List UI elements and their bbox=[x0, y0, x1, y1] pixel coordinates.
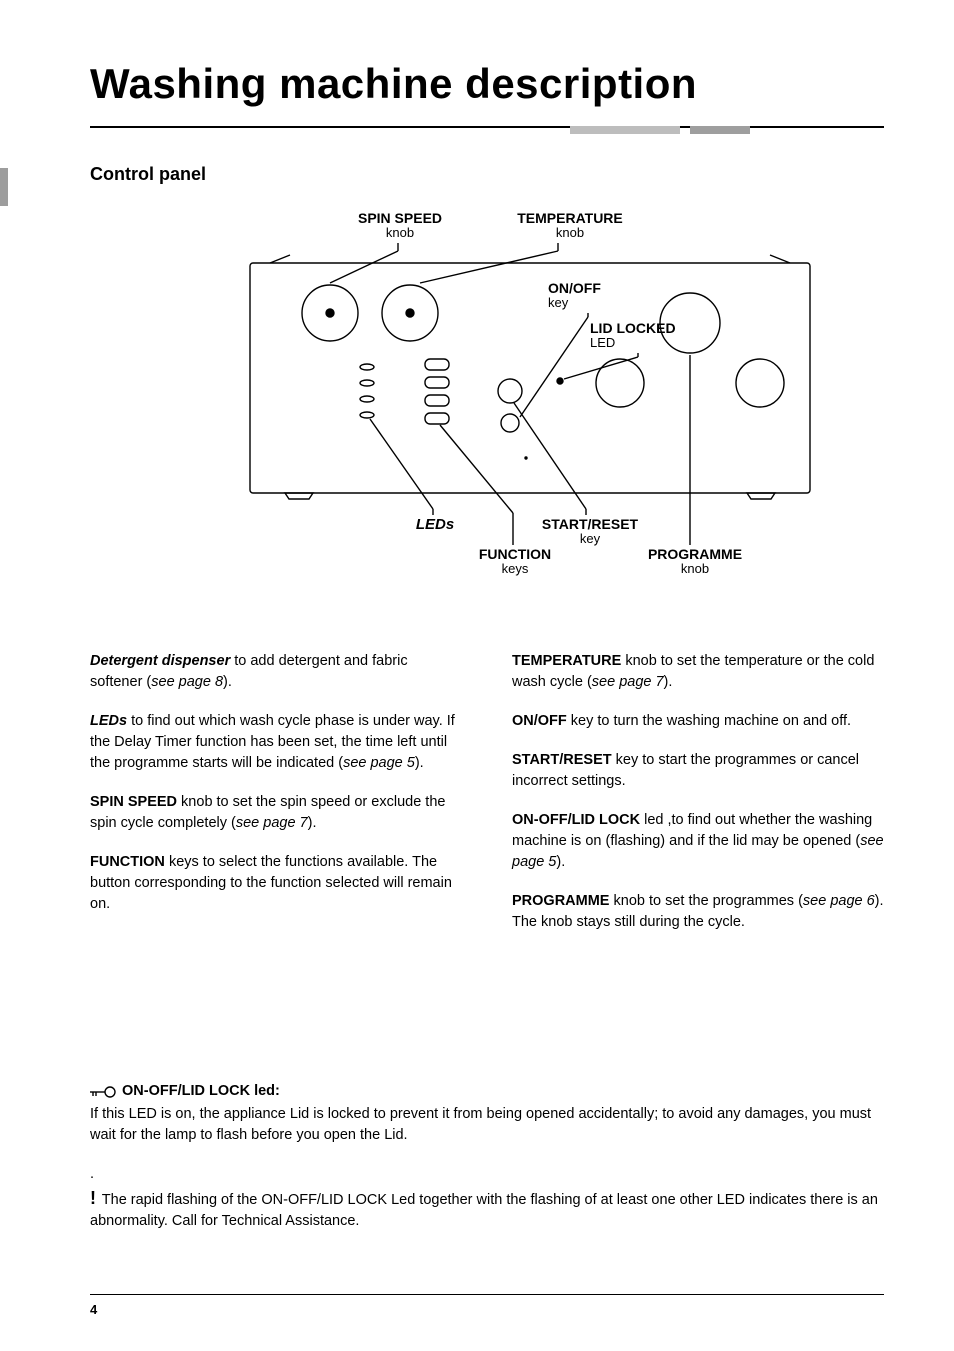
paragraph: ON-OFF/LID LOCK led ,to find out whether… bbox=[512, 810, 884, 873]
paragraph-ref: see page 5 bbox=[343, 755, 415, 771]
paragraph-ref: see page 8 bbox=[151, 674, 223, 690]
label-function: FUNCTION keys bbox=[460, 547, 570, 577]
paragraph: TEMPERATURE knob to set the temperature … bbox=[512, 651, 884, 693]
paragraph-lead: PROGRAMME bbox=[512, 893, 609, 909]
warning-icon: ! bbox=[90, 1188, 96, 1208]
paragraph-lead: LEDs bbox=[90, 713, 127, 729]
footer-dot: . bbox=[90, 1164, 884, 1185]
paragraph-close: ). bbox=[556, 854, 565, 870]
page-root: Washing machine description GB Control p… bbox=[0, 0, 954, 1351]
title-rule-seg-mid bbox=[690, 126, 750, 134]
paragraph: ON/OFF key to turn the washing machine o… bbox=[512, 711, 884, 732]
section-heading: Control panel bbox=[90, 164, 884, 185]
paragraph: SPIN SPEED knob to set the spin speed or… bbox=[90, 792, 462, 834]
paragraph-ref: see page 6 bbox=[803, 893, 875, 909]
paragraph: START/RESET key to start the programmes … bbox=[512, 750, 884, 792]
footer-heading: ON-OFF/LID LOCK led: bbox=[122, 1081, 280, 1102]
label-start-reset: START/RESET key bbox=[520, 517, 660, 547]
footer-warning-text: The rapid flashing of the ON-OFF/LID LOC… bbox=[90, 1192, 878, 1229]
title-rule bbox=[90, 126, 884, 134]
footer-block: ON-OFF/LID LOCK led: If this LED is on, … bbox=[90, 1081, 884, 1232]
paragraph-lead: SPIN SPEED bbox=[90, 794, 177, 810]
paragraph-close: ). bbox=[308, 815, 317, 831]
paragraph-ref: see page 7 bbox=[592, 674, 664, 690]
paragraph-lead: FUNCTION bbox=[90, 854, 165, 870]
paragraph: PROGRAMME knob to set the programmes (se… bbox=[512, 891, 884, 933]
paragraph-lead: ON/OFF bbox=[512, 713, 567, 729]
paragraph-lead: Detergent dispenser bbox=[90, 653, 230, 669]
page-number: 4 bbox=[90, 1302, 97, 1317]
paragraph-lead: TEMPERATURE bbox=[512, 653, 621, 669]
footer-body-1: If this LED is on, the appliance Lid is … bbox=[90, 1104, 884, 1146]
paragraph-body: knob to set the programmes ( bbox=[609, 893, 802, 909]
paragraph-lead: START/RESET bbox=[512, 752, 612, 768]
paragraph-ref: see page 7 bbox=[236, 815, 308, 831]
paragraph-close: ). bbox=[415, 755, 424, 771]
title-rule-seg-light bbox=[570, 126, 680, 134]
paragraph: LEDs to find out which wash cycle phase … bbox=[90, 711, 462, 774]
left-column: Detergent dispenser to add detergent and… bbox=[90, 651, 462, 951]
control-panel-diagram: SPIN SPEED knob TEMPERATURE knob ON/OFF … bbox=[220, 211, 840, 591]
page-title: Washing machine description bbox=[90, 60, 884, 108]
footer-warning: ! The rapid flashing of the ON-OFF/LID L… bbox=[90, 1185, 884, 1232]
title-rule-main bbox=[90, 126, 884, 128]
paragraph-body: key to turn the washing machine on and o… bbox=[567, 713, 851, 729]
paragraph-close: ). bbox=[664, 674, 673, 690]
paragraph-lead: ON-OFF/LID LOCK bbox=[512, 812, 640, 828]
paragraph-close: ). bbox=[223, 674, 232, 690]
language-tab: GB bbox=[0, 168, 8, 206]
paragraph-extra: The knob stays still during the cycle. bbox=[512, 914, 745, 930]
paragraph: Detergent dispenser to add detergent and… bbox=[90, 651, 462, 693]
description-columns: Detergent dispenser to add detergent and… bbox=[90, 651, 884, 951]
bottom-rule bbox=[90, 1294, 884, 1295]
footer-heading-row: ON-OFF/LID LOCK led: bbox=[90, 1081, 884, 1102]
label-programme: PROGRAMME knob bbox=[630, 547, 760, 577]
panel-svg bbox=[220, 211, 840, 551]
paragraph-close: ). bbox=[875, 893, 884, 909]
right-column: TEMPERATURE knob to set the temperature … bbox=[512, 651, 884, 951]
paragraph: FUNCTION keys to select the functions av… bbox=[90, 852, 462, 915]
key-lock-icon bbox=[90, 1085, 116, 1099]
label-leds: LEDs bbox=[400, 517, 470, 534]
